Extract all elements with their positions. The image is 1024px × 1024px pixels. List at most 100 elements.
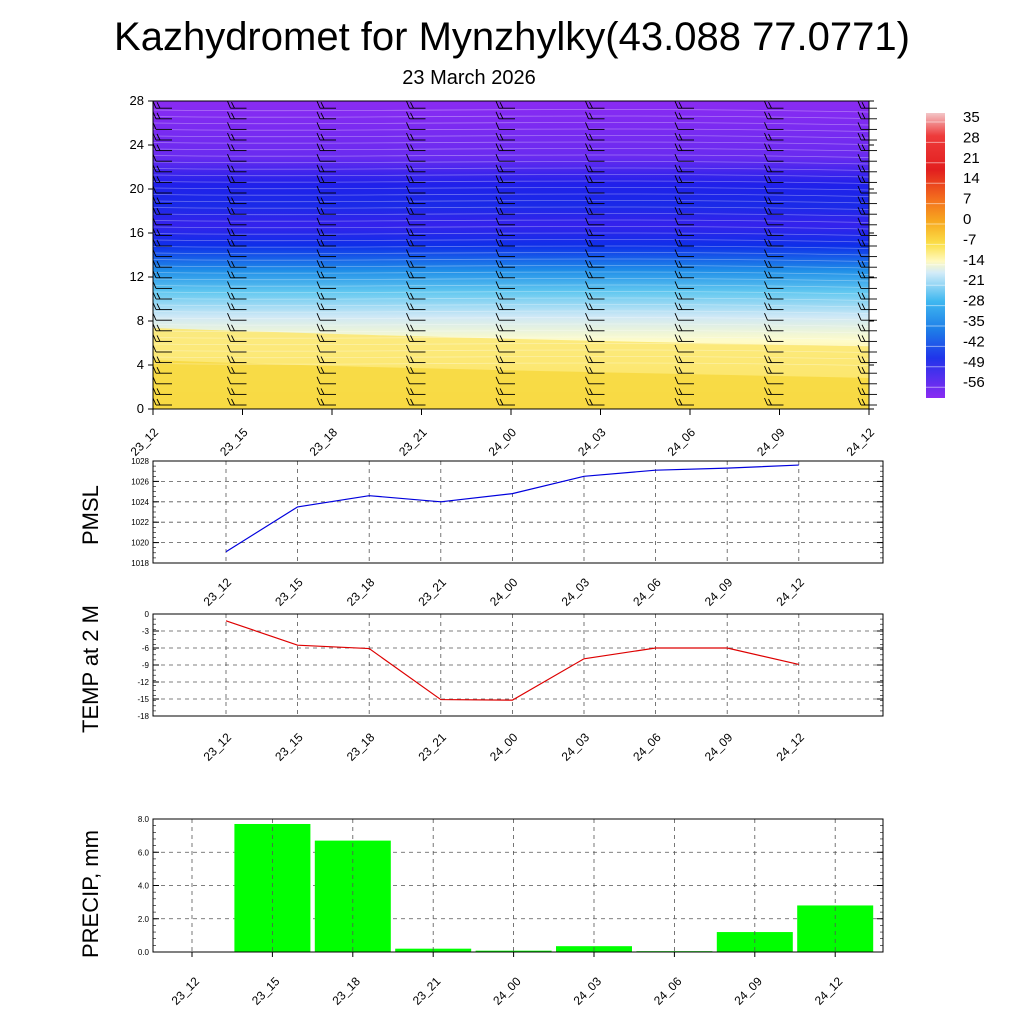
heatmap-x-tick-label: 23_21: [396, 425, 430, 459]
temp2m-y-tick-label: -18: [137, 712, 149, 721]
wind-barb-flag: [585, 238, 589, 247]
wind-barb-flag: [768, 292, 772, 300]
wind-barb-flag: [316, 122, 321, 130]
wind-barb-flag: [585, 376, 589, 384]
temp2m-y-tick-label: -12: [137, 678, 149, 687]
heatmap-contour-line: [153, 226, 869, 230]
wind-barb-flag: [768, 133, 772, 141]
wind-barb-flag: [861, 324, 866, 332]
wind-barb-flag: [674, 334, 679, 342]
wind-barb-flag: [674, 291, 679, 300]
wind-barb-flag: [231, 366, 235, 374]
wind-barb-flag: [589, 239, 593, 247]
wind-barb-flag: [678, 176, 683, 183]
wind-barb-flag: [764, 249, 768, 257]
wind-barb-flag: [674, 175, 679, 183]
wind-barb-flag: [406, 164, 410, 172]
wind-barb-flag: [156, 271, 161, 279]
wind-barb-flag: [857, 132, 862, 141]
wind-barb-flag: [674, 111, 679, 119]
wind-barb-flag: [227, 143, 231, 151]
wind-barb-flag: [861, 165, 866, 173]
heatmap-x-tick-label: 24_06: [665, 425, 699, 459]
wind-barb-flag: [589, 335, 593, 342]
wind-barb-flag: [589, 207, 593, 215]
heatmap-contour-line: [153, 291, 869, 295]
wind-barb-flag: [857, 228, 862, 236]
wind-barb-flag: [495, 122, 500, 130]
wind-barb-flag: [857, 207, 862, 215]
wind-barb-flag: [857, 164, 862, 172]
wind-barb-flag: [227, 185, 231, 194]
wind-barb-flag: [231, 229, 235, 236]
wind-barb-flag: [227, 270, 231, 278]
wind-barb-flag: [861, 239, 866, 247]
wind-barb-flag: [857, 344, 862, 353]
heatmap-contour-line: [153, 135, 869, 139]
wind-barb-flag: [227, 334, 231, 342]
wind-barb-flag: [495, 196, 500, 204]
wind-barb-flag: [585, 154, 589, 162]
temp-x-tick-label: 24_09: [702, 730, 736, 764]
wind-barb-flag: [231, 303, 235, 310]
wind-barb-flag: [410, 133, 414, 141]
wind-barb-flag: [678, 239, 683, 247]
wind-barb-flag: [406, 175, 410, 183]
wind-barb-flag: [857, 143, 862, 151]
wind-barb-flag: [674, 132, 679, 141]
precip-x-tick-label: 23_18: [329, 974, 363, 1008]
wind-barb-flag: [227, 291, 231, 300]
wind-barb-flag: [764, 323, 768, 331]
pmsl-x-tick-label: 24_06: [630, 575, 664, 609]
wind-barb-flag: [495, 101, 500, 109]
precip-x-tick-label: 23_12: [169, 974, 203, 1008]
heatmap-contour-line: [153, 219, 869, 223]
wind-barb-flag: [406, 291, 410, 300]
wind-barb-flag: [316, 132, 321, 141]
wind-barb-flag: [764, 238, 768, 247]
pmsl-x-tick-label: 23_15: [272, 575, 306, 609]
heatmap-y-tick-label: 16: [130, 225, 144, 240]
wind-barb-flag: [227, 132, 231, 141]
wind-barb-flag: [410, 356, 414, 363]
temp-x-tick-label: 23_15: [272, 730, 306, 764]
temp-x-tick-label: 24_03: [559, 730, 593, 764]
wind-barb-flag: [406, 397, 410, 406]
wind-barb-flag: [231, 324, 235, 332]
wind-barb-flag: [156, 398, 161, 406]
temp-x-tick-label: 23_18: [344, 730, 378, 764]
wind-barb-flag: [499, 366, 504, 374]
pmsl-y-tick-label: 1018: [131, 559, 149, 568]
wind-barb-flag: [857, 366, 862, 374]
wind-barb-flag: [316, 249, 321, 257]
colorbar-label: -56: [963, 374, 985, 391]
wind-barb-flag: [227, 164, 231, 172]
wind-barb-flag: [410, 239, 414, 247]
temp-x-tick-label: 24_06: [630, 730, 664, 764]
pmsl-x-tick-label: 24_03: [559, 575, 593, 609]
wind-barb-flag: [316, 143, 321, 151]
precip-y-tick-label: 8.0: [138, 815, 150, 824]
wind-barb-flag: [861, 176, 866, 183]
wind-barb-flag: [499, 165, 504, 173]
wind-barb-flag: [857, 185, 862, 194]
wind-barb-flag: [678, 366, 683, 374]
pmsl-x-tick-label: 24_12: [773, 575, 807, 609]
wind-barb-flag: [231, 388, 235, 395]
wind-barb-flag: [410, 144, 414, 151]
heatmap-contour-line: [153, 258, 869, 262]
precip-x-tick-label: 24_09: [731, 974, 765, 1008]
wind-barb-flag: [857, 281, 862, 289]
wind-barb-flag: [316, 207, 321, 215]
wind-barb-flag: [857, 355, 862, 363]
wind-barb-flag: [678, 133, 683, 141]
wind-barb-flag: [316, 164, 321, 172]
wind-barb-flag: [316, 376, 321, 384]
wind-barb-flag: [585, 217, 589, 225]
heatmap-contour-line: [153, 245, 869, 249]
colorbar-gradient: [926, 113, 945, 398]
wind-barb-flag: [589, 356, 593, 363]
colorbar-label: -7: [963, 231, 976, 248]
wind-barb-flag: [406, 196, 410, 204]
